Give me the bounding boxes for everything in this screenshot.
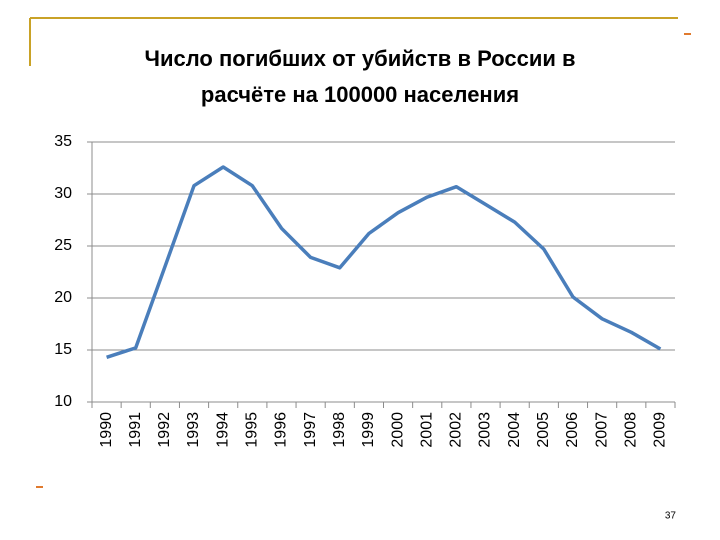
y-tick-label: 25 xyxy=(54,237,72,254)
y-tick-label: 30 xyxy=(54,185,72,202)
y-tick-label: 35 xyxy=(54,133,72,150)
y-tick-label: 15 xyxy=(54,341,72,358)
x-tick-label: 2005 xyxy=(535,412,552,448)
x-tick-label: 2008 xyxy=(622,412,639,448)
x-tick-label: 1997 xyxy=(302,412,319,448)
y-tick-label: 10 xyxy=(54,393,72,410)
x-tick-label: 2002 xyxy=(448,412,465,448)
y-tick-label: 20 xyxy=(54,289,72,306)
x-tick-label: 2001 xyxy=(418,412,435,448)
data-line xyxy=(106,165,662,359)
x-tick-label: 2004 xyxy=(506,412,523,448)
x-tick-label: 1996 xyxy=(273,412,290,448)
x-tick-label: 1994 xyxy=(214,412,231,448)
x-tick-label: 2009 xyxy=(652,412,669,448)
x-tick-label: 2006 xyxy=(564,412,581,448)
x-tick-label: 2003 xyxy=(477,412,494,448)
x-tick-label: 1995 xyxy=(244,412,261,448)
x-tick-label: 1993 xyxy=(185,412,202,448)
x-tick-label: 1998 xyxy=(331,412,348,448)
chart-title: Число погибших от убийств в России в xyxy=(144,46,575,71)
x-tick-label: 1990 xyxy=(98,412,115,448)
x-tick-label: 1999 xyxy=(360,412,377,448)
x-tick-label: 1992 xyxy=(156,412,173,448)
x-tick-label: 1991 xyxy=(127,412,144,448)
x-tick-label: 2000 xyxy=(389,412,406,448)
chart-title: расчёте на 100000 населения xyxy=(201,82,519,107)
page-number: 37 xyxy=(665,511,677,522)
x-tick-label: 2007 xyxy=(593,412,610,448)
